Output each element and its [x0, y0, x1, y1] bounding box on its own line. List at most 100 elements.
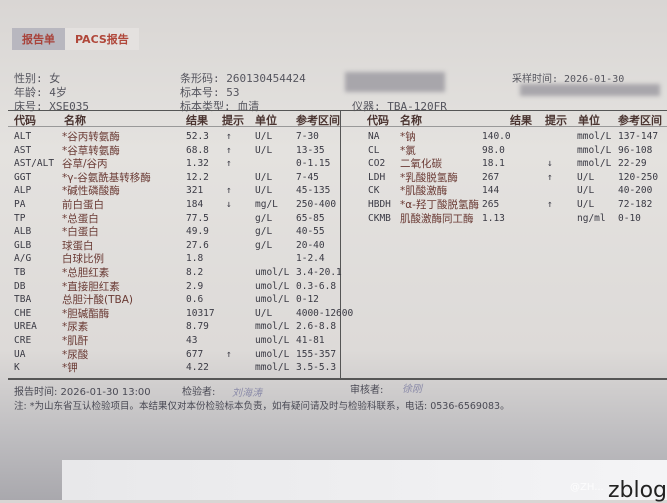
cell-result: 18.1 [482, 158, 505, 170]
divider [8, 126, 667, 127]
cell-name: 肌酸激酶同工酶 [400, 212, 474, 225]
sample-time: 采样时间: 2026-01-30 [512, 74, 625, 85]
cell-name: *总蛋白 [62, 212, 99, 225]
divider [8, 378, 667, 380]
cell-name: *总胆红素 [62, 267, 110, 279]
cell-code: TP [14, 212, 26, 224]
cell-result: 1.32 [186, 158, 209, 170]
cell-result: 10317 [186, 307, 215, 319]
cell-name: 白球比例 [62, 253, 104, 266]
cell-unit: U/L [577, 199, 595, 210]
cell-code: DB [14, 280, 26, 292]
bottom-bar [62, 460, 667, 500]
cell-name: *尿酸 [62, 348, 89, 361]
cell-unit: umol/L [255, 267, 290, 278]
cell-ref: 7-30 [296, 131, 319, 142]
cell-ref: 0-10 [618, 212, 641, 224]
cell-unit: U/L [577, 171, 595, 183]
cell-result: 321 [186, 185, 204, 197]
cell-unit: mmol/L [577, 131, 612, 142]
cell-result: 267 [482, 171, 500, 183]
cell-name: *谷丙转氨酶 [62, 131, 120, 143]
cell-unit: mmol/L [577, 158, 612, 170]
cell-result: 0.6 [186, 294, 204, 306]
cell-result: 265 [482, 199, 500, 210]
cell-ref: 0-1.15 [296, 158, 331, 170]
cell-ref: 72-182 [618, 199, 653, 210]
cell-unit: U/L [255, 307, 273, 319]
cell-result: 98.0 [482, 144, 505, 156]
cell-code: A/G [14, 253, 32, 265]
tab-report[interactable]: 报告单 [12, 28, 65, 50]
cell-unit: U/L [255, 144, 273, 156]
cell-name: *肌酸激酶 [400, 185, 448, 198]
cell-ref: 0.3-6.8 [296, 280, 337, 292]
cell-flag: ↓ [547, 158, 553, 170]
cell-code: TB [14, 267, 26, 278]
cell-flag: ↑ [226, 348, 232, 360]
cell-name: *钠 [400, 131, 416, 143]
cell-name: *γ-谷氨酰基转移酶 [62, 171, 151, 184]
cell-ref: 20-40 [296, 239, 325, 251]
cell-name: *白蛋白 [62, 226, 99, 239]
footer-note: 注: *为山东省互认检验项目。本结果仅对本份检验标本负责，如有疑问请及时与检验科… [14, 401, 510, 412]
col-flag: 提示 [545, 114, 567, 127]
cell-unit: ng/ml [577, 212, 606, 224]
cell-code: AST/ALT [14, 158, 55, 170]
col-ref: 参考区间 [618, 114, 662, 127]
cell-name: *尿素 [62, 321, 89, 334]
report-tabs: 报告单 PACS报告 [12, 28, 172, 50]
cell-unit: g/L [255, 239, 273, 251]
tester-label: 检验者: [182, 387, 216, 398]
col-result: 结果 [510, 114, 532, 127]
cell-unit: g/L [255, 226, 273, 238]
col-code: 代码 [367, 114, 389, 127]
cell-name: *碱性磷酸酶 [62, 185, 120, 198]
cell-code: UREA [14, 321, 37, 333]
cell-name: 前白蛋白 [62, 199, 104, 211]
cell-name: *钾 [62, 362, 78, 375]
cell-ref: 22-29 [618, 158, 647, 170]
cell-code: HBDH [368, 199, 391, 210]
watermark: zblog [607, 478, 667, 503]
cell-flag: ↑ [226, 185, 232, 197]
cell-result: 43 [186, 335, 198, 346]
cell-code: LDH [368, 171, 386, 183]
cell-ref: 40-200 [618, 185, 653, 197]
cell-code: CL [368, 144, 380, 156]
cell-ref: 2.6-8.8 [296, 321, 337, 333]
cell-flag: ↑ [226, 144, 232, 156]
cell-flag: ↑ [226, 131, 232, 142]
cell-ref: 155-357 [296, 348, 337, 360]
cell-unit: mg/L [255, 199, 278, 210]
redacted-area [520, 84, 660, 96]
cell-ref: 40-55 [296, 226, 325, 238]
cell-unit: umol/L [255, 294, 290, 306]
age: 年龄: 4岁 [14, 86, 67, 99]
cell-name: *乳酸脱氢酶 [400, 171, 458, 184]
cell-result: 12.2 [186, 171, 209, 183]
cell-result: 184 [186, 199, 204, 210]
cell-code: UA [14, 348, 26, 360]
cell-unit: U/L [577, 185, 595, 197]
cell-name: *肌酐 [62, 335, 89, 347]
cell-result: 1.13 [482, 212, 505, 224]
cell-code: CK [368, 185, 380, 197]
sample-no: 标本号: 53 [180, 86, 240, 99]
report-time: 报告时间: 2026-01-30 13:00 [14, 387, 151, 398]
cell-result: 77.5 [186, 212, 209, 224]
cell-code: ALB [14, 226, 32, 238]
cell-ref: 41-81 [296, 335, 325, 346]
cell-unit: umol/L [255, 348, 290, 360]
reviewer-signature: 徐刚 [402, 384, 422, 395]
cell-ref: 65-85 [296, 212, 325, 224]
col-flag: 提示 [222, 114, 244, 127]
cell-code: CHE [14, 307, 32, 319]
reviewer-label: 审核者: [350, 385, 384, 396]
cell-result: 1.8 [186, 253, 204, 265]
tab-pacs[interactable]: PACS报告 [65, 28, 139, 50]
cell-name: 二氧化碳 [400, 158, 442, 171]
cell-ref: 120-250 [618, 171, 659, 183]
cell-code: TBA [14, 294, 32, 306]
cell-unit: umol/L [255, 280, 290, 292]
